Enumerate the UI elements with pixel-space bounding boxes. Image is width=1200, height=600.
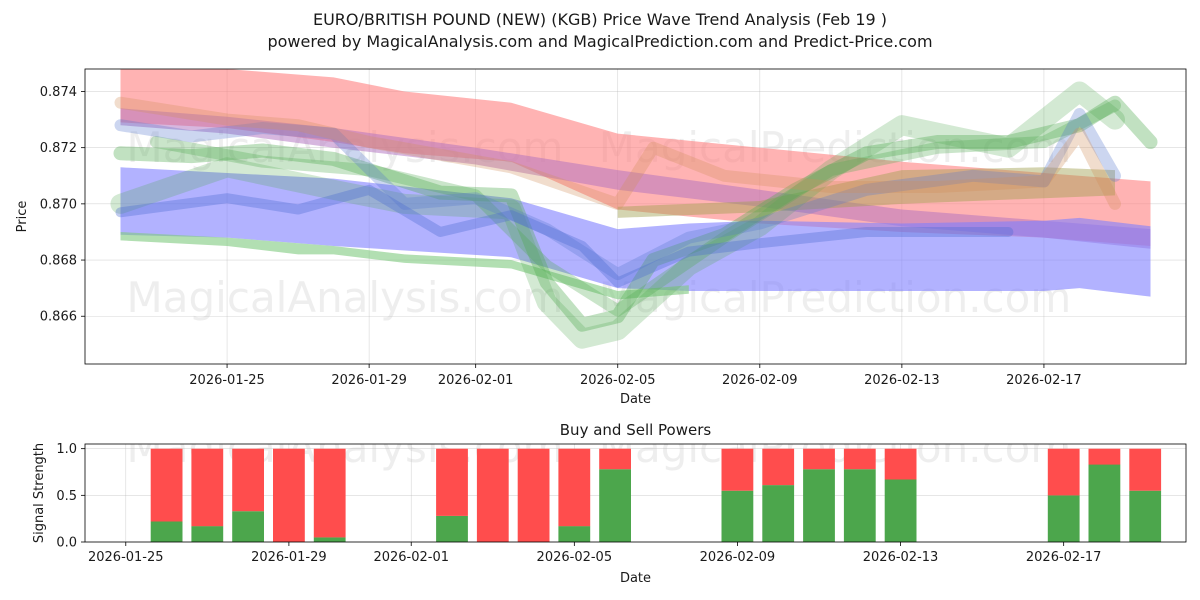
bottom-series-layer: MagicalAnalysis.com MagicalPrediction.com bbox=[127, 423, 1162, 542]
buy-bar bbox=[191, 526, 224, 542]
sell-bar bbox=[150, 448, 183, 522]
bottom-x-tick-label: 2026-02-05 bbox=[537, 550, 613, 565]
bottom-y-tick-label: 1.0 bbox=[56, 442, 77, 457]
buy-bar bbox=[803, 469, 835, 542]
sell-bar bbox=[273, 448, 305, 542]
top-x-tick-label: 2026-02-13 bbox=[864, 373, 940, 388]
sell-bar bbox=[232, 448, 264, 512]
sell-bar bbox=[884, 448, 917, 480]
bottom-x-axis-label: Date bbox=[620, 571, 651, 586]
top-x-tick-label: 2026-02-05 bbox=[580, 373, 656, 388]
buy-bar bbox=[843, 469, 876, 542]
band-3 bbox=[120, 232, 689, 300]
bottom-plot-frame bbox=[84, 443, 1187, 543]
buy-bar bbox=[884, 479, 917, 542]
bottom-x-tick-label: 2026-02-13 bbox=[863, 550, 939, 565]
top-x-tick-label: 2026-02-01 bbox=[438, 373, 514, 388]
top-x-tick-label: 2026-02-17 bbox=[1006, 373, 1082, 388]
wave-line-3 bbox=[114, 108, 1121, 281]
sell-bar bbox=[803, 448, 835, 470]
chart-title-line2: powered by MagicalAnalysis.com and Magic… bbox=[267, 32, 932, 51]
sell-bar bbox=[1129, 448, 1162, 491]
buy-bar bbox=[762, 485, 795, 542]
sell-bar bbox=[1088, 448, 1121, 465]
band-2 bbox=[120, 167, 1151, 297]
top-y-tick-label: 0.866 bbox=[40, 310, 77, 325]
wave-line-5 bbox=[115, 184, 1014, 288]
sell-bar bbox=[517, 448, 550, 542]
sell-bar bbox=[721, 448, 754, 491]
wave-line-2 bbox=[150, 99, 1121, 317]
buy-bar bbox=[150, 521, 183, 542]
top-x-tick-label: 2026-01-29 bbox=[331, 373, 407, 388]
sell-bar bbox=[191, 448, 224, 527]
buy-sell-power-plot: MagicalAnalysis.com MagicalPrediction.com… bbox=[32, 421, 1187, 586]
bottom-y-tick-label: 0.5 bbox=[56, 489, 77, 504]
sell-bar bbox=[558, 448, 591, 527]
bottom-x-tick-label: 2026-02-09 bbox=[700, 550, 776, 565]
bottom-x-tick-label: 2026-01-29 bbox=[251, 550, 327, 565]
buy-bar bbox=[436, 515, 468, 542]
sell-bar bbox=[476, 448, 509, 542]
bottom-x-tick-label: 2026-02-17 bbox=[1026, 550, 1102, 565]
watermark-text: MagicalPrediction.com bbox=[599, 423, 1072, 472]
buy-bar bbox=[721, 490, 754, 542]
top-series-layer: MagicalAnalysis.comMagicalPrediction.com… bbox=[110, 69, 1158, 349]
top-y-tick-label: 0.874 bbox=[40, 85, 77, 100]
sell-bar bbox=[843, 448, 876, 470]
buy-bar bbox=[558, 526, 591, 542]
sell-bar bbox=[762, 448, 795, 486]
top-y-axis-label: Price bbox=[15, 201, 30, 233]
buy-bar bbox=[599, 469, 631, 542]
chart-title-line1: EURO/BRITISH POUND (NEW) (KGB) Price Wav… bbox=[313, 10, 887, 29]
sell-bar bbox=[436, 448, 468, 516]
sell-bar bbox=[1047, 448, 1080, 496]
top-x-tick-label: 2026-02-09 bbox=[722, 373, 798, 388]
top-y-tick-label: 0.872 bbox=[40, 141, 77, 156]
buy-bar bbox=[1088, 464, 1121, 542]
top-plot-frame bbox=[84, 68, 1187, 365]
buy-bar bbox=[1129, 490, 1162, 542]
bottom-x-tick-label: 2026-01-25 bbox=[88, 550, 164, 565]
top-y-tick-label: 0.870 bbox=[40, 197, 77, 212]
wave-line-0 bbox=[113, 95, 1158, 332]
price-wave-plot: MagicalAnalysis.comMagicalPrediction.com… bbox=[15, 68, 1187, 407]
bottom-x-tick-label: 2026-02-01 bbox=[373, 550, 449, 565]
buy-bar bbox=[232, 511, 264, 542]
buy-bar bbox=[1047, 495, 1080, 542]
top-x-axis-label: Date bbox=[620, 392, 651, 407]
band-1 bbox=[120, 108, 1151, 249]
wave-line-4 bbox=[114, 96, 1121, 210]
wave-line-1 bbox=[110, 81, 1125, 349]
bottom-y-axis-label: Signal Strength bbox=[32, 443, 47, 543]
top-y-tick-label: 0.868 bbox=[40, 254, 77, 269]
bottom-y-tick-label: 0.0 bbox=[56, 536, 77, 551]
band-0 bbox=[120, 69, 1151, 246]
buy-bar bbox=[313, 537, 346, 542]
bottom-chart-title: Buy and Sell Powers bbox=[560, 421, 712, 439]
watermark-text: MagicalAnalysis.com bbox=[127, 273, 564, 322]
band-4 bbox=[617, 167, 1115, 218]
sell-bar bbox=[313, 448, 346, 538]
top-x-tick-label: 2026-01-25 bbox=[189, 373, 265, 388]
sell-bar bbox=[599, 448, 631, 470]
